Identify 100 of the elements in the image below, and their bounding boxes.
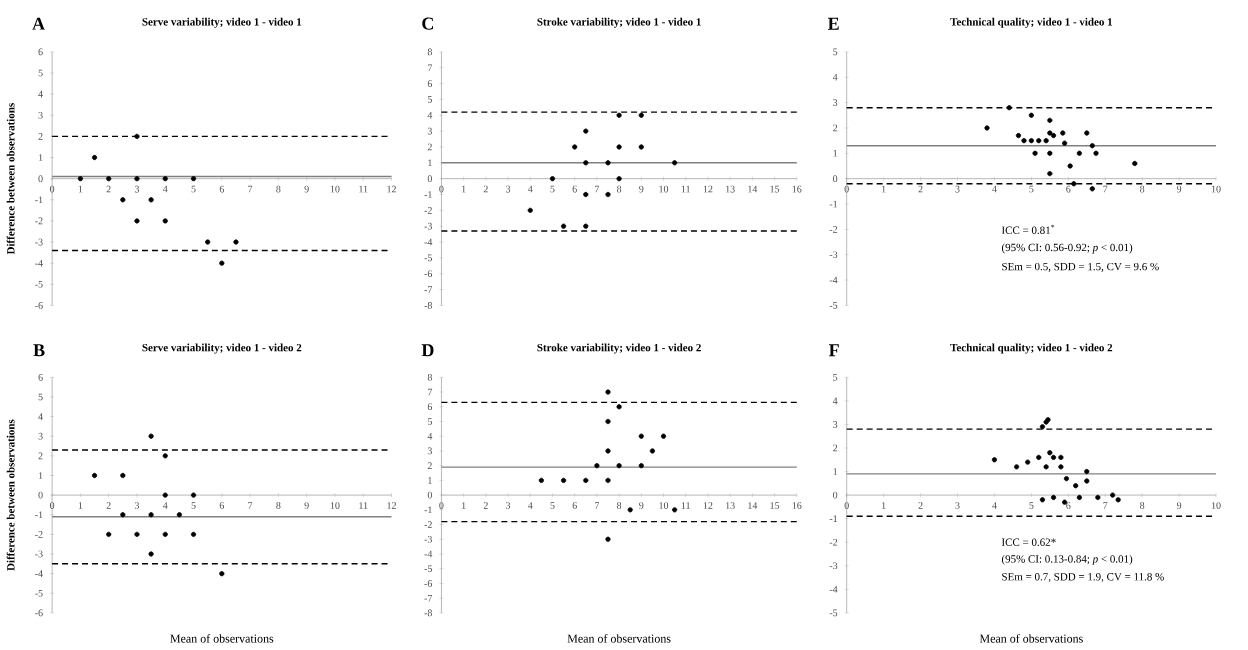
point (190, 176, 197, 182)
point (1047, 171, 1053, 177)
point (1093, 151, 1099, 157)
point (1039, 424, 1046, 430)
point (1036, 455, 1042, 461)
point (1110, 492, 1116, 499)
point (1025, 459, 1031, 466)
point (190, 532, 197, 538)
point (205, 239, 211, 245)
point (560, 478, 567, 484)
point (1028, 113, 1034, 119)
point (148, 512, 154, 518)
point (984, 125, 990, 131)
text: F (828, 344, 839, 357)
point (1073, 483, 1079, 489)
point (583, 128, 589, 135)
point (1047, 450, 1053, 456)
point (1071, 181, 1077, 187)
point (176, 512, 182, 518)
point (616, 404, 622, 410)
point (1050, 455, 1057, 461)
point (77, 176, 83, 182)
point (549, 176, 556, 182)
point (1014, 464, 1020, 470)
point (1021, 138, 1027, 144)
point (1058, 464, 1064, 470)
point (1050, 495, 1057, 501)
point (1043, 138, 1049, 144)
point (572, 144, 578, 150)
point (560, 223, 567, 230)
point (148, 197, 154, 203)
point (120, 197, 126, 203)
point (162, 532, 168, 538)
point (638, 113, 644, 119)
point (1084, 478, 1090, 484)
point (616, 144, 622, 150)
point (1076, 495, 1082, 501)
point (616, 113, 622, 119)
point (1032, 151, 1038, 157)
point (233, 239, 239, 245)
text: A (32, 18, 45, 30)
point (190, 492, 197, 499)
point (134, 532, 140, 538)
point (1047, 130, 1053, 136)
point (605, 448, 611, 454)
point (1050, 133, 1057, 139)
point (605, 160, 611, 166)
point (1062, 140, 1068, 147)
point (991, 457, 998, 463)
point (162, 492, 168, 499)
point (148, 551, 154, 557)
point (91, 155, 98, 161)
point (1028, 138, 1034, 144)
point (583, 160, 589, 166)
point (106, 532, 112, 538)
point (1076, 151, 1082, 157)
point (1006, 105, 1012, 111)
point (134, 134, 140, 140)
point (583, 478, 589, 484)
point (120, 512, 126, 518)
point (672, 507, 678, 513)
point (672, 160, 678, 166)
point (1047, 151, 1053, 157)
point (219, 571, 225, 577)
point (1060, 130, 1066, 136)
point (605, 478, 611, 484)
point (1084, 130, 1090, 136)
point (1015, 133, 1022, 139)
point (1089, 186, 1095, 192)
point (134, 176, 140, 182)
point (1067, 163, 1073, 169)
point (616, 463, 622, 469)
text: C (422, 17, 434, 30)
point (1095, 495, 1101, 501)
point (660, 433, 667, 440)
point (1089, 143, 1095, 149)
point (616, 176, 622, 182)
point (538, 478, 544, 484)
point (162, 176, 168, 182)
text: D (421, 344, 434, 357)
point (605, 192, 611, 198)
point (583, 192, 589, 198)
point (162, 453, 168, 459)
point (527, 208, 533, 214)
point (1043, 464, 1049, 470)
point (594, 463, 600, 469)
point (1132, 161, 1138, 167)
point (1039, 497, 1046, 503)
point (649, 448, 656, 454)
point (1047, 118, 1053, 124)
point (1084, 469, 1090, 475)
point (134, 218, 140, 224)
point (219, 260, 225, 267)
point (583, 223, 589, 230)
point (638, 144, 644, 150)
text: E (827, 18, 839, 30)
point (91, 473, 98, 479)
point (106, 176, 112, 182)
text: B (33, 344, 45, 357)
point (162, 218, 168, 224)
